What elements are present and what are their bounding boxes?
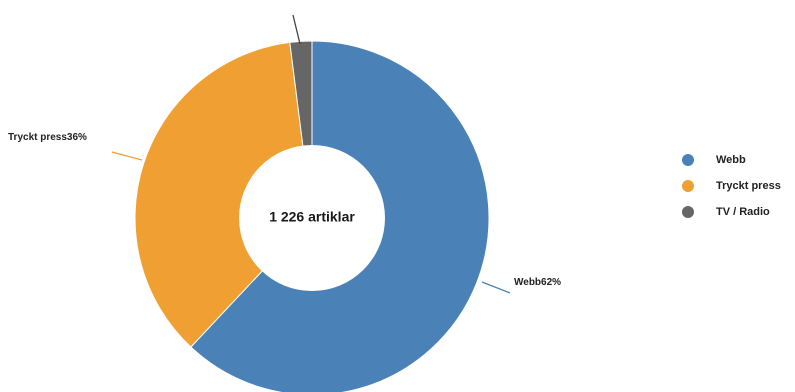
legend-marker-webb [682, 154, 694, 166]
slice-label-webb: Webb62% [514, 277, 561, 288]
legend-marker-tv-radio [682, 206, 694, 218]
slice-labels-group: Webb62% Tryckt press36% [8, 132, 561, 288]
leader-lines-group [111, 14, 511, 294]
legend-label-tryckt-press: Tryckt press [716, 180, 781, 192]
center-label: 1 226 artiklar [269, 209, 355, 225]
donut-hole [239, 145, 385, 291]
slice-tryckt-press [134, 41, 313, 348]
leader-line-webb [481, 281, 511, 294]
leader-line-tryckt-press [111, 151, 143, 161]
legend-label-tv-radio: TV / Radio [716, 206, 770, 218]
leader-line-tv-radio [292, 14, 301, 45]
legend-label-webb: Webb [716, 154, 746, 166]
slice-label-tryckt-press: Tryckt press36% [8, 132, 87, 143]
legend: Webb Tryckt press TV / Radio [682, 154, 781, 218]
legend-marker-tryckt-press [682, 180, 694, 192]
